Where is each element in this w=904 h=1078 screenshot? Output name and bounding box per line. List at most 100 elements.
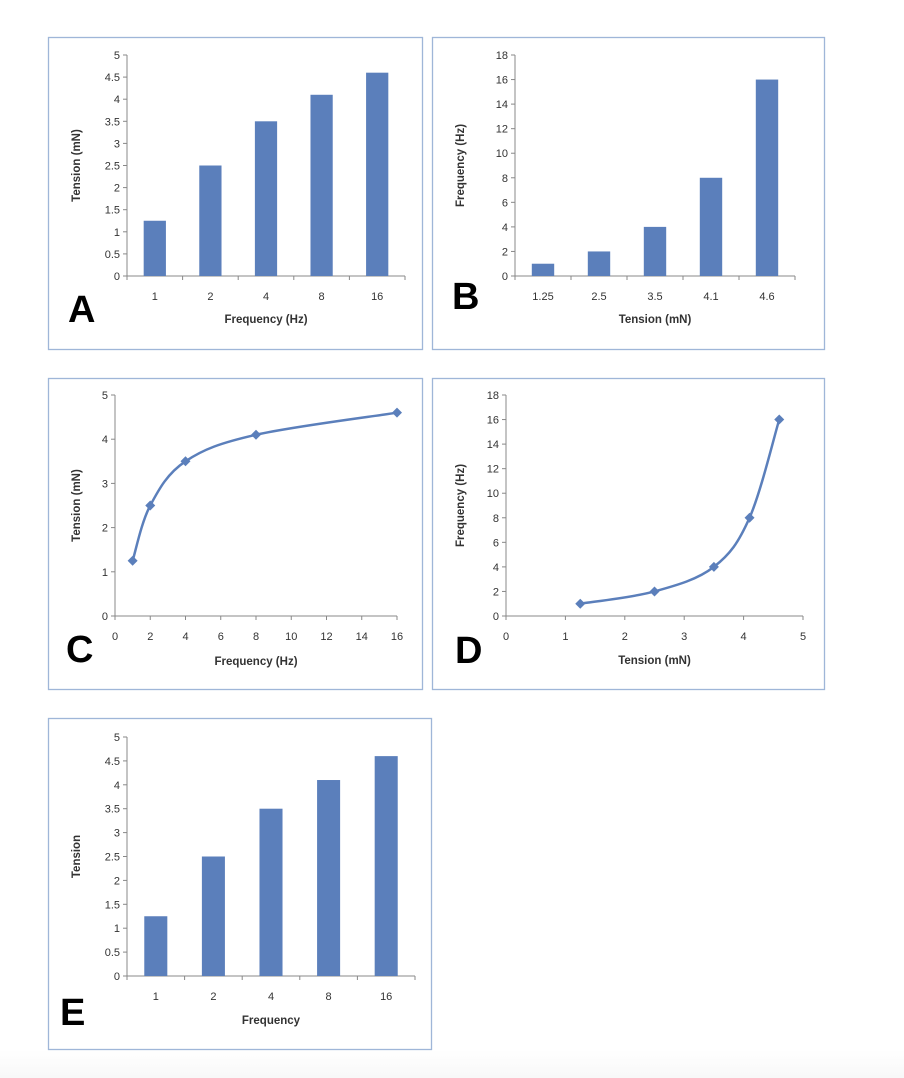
x-tick-label: 16 <box>391 631 403 643</box>
x-tick-label: 2 <box>207 291 213 303</box>
y-tick-label: 4 <box>114 780 120 792</box>
bar-1.25 <box>531 263 555 276</box>
y-tick-label: 16 <box>487 415 499 427</box>
panel-letter: B <box>452 276 479 318</box>
y-tick-label: 10 <box>487 488 499 500</box>
y-axis-title: Tension <box>71 835 83 878</box>
x-tick-label: 16 <box>380 991 392 1003</box>
y-axis-title: Tension (mN) <box>71 129 83 202</box>
x-tick-label: 4.6 <box>759 291 774 303</box>
y-tick-label: 0.5 <box>105 249 120 261</box>
bar-4.6 <box>755 79 779 276</box>
panel-letter: E <box>60 992 85 1034</box>
bar-3.5 <box>643 226 667 276</box>
bar-16 <box>374 756 398 976</box>
x-tick-label: 1 <box>152 291 158 303</box>
data-point-4.1-8 <box>744 512 755 523</box>
chart-frame <box>431 377 826 691</box>
x-tick-label: 2 <box>147 631 153 643</box>
y-tick-label: 4 <box>502 222 508 234</box>
y-tick-label: 2.5 <box>105 161 120 173</box>
x-axis-title: Tension (mN) <box>619 314 692 326</box>
x-tick-label: 6 <box>218 631 224 643</box>
x-tick-label: 1.25 <box>532 291 553 303</box>
y-tick-label: 1 <box>114 227 120 239</box>
data-point-16-4.6 <box>392 407 402 418</box>
y-tick-label: 12 <box>496 124 508 136</box>
y-tick-label: 0 <box>493 611 499 623</box>
y-tick-label: 3.5 <box>105 804 120 816</box>
y-tick-label: 8 <box>493 513 499 525</box>
panel-letter: C <box>66 629 93 671</box>
bar-2 <box>199 165 222 276</box>
x-tick-label: 4 <box>268 991 274 1003</box>
bar-4.1 <box>699 177 723 276</box>
panel-letter: D <box>455 630 482 672</box>
chart-panel-a: 0 0.5 1 1.5 2 2.5 3 3.5 4 4.5 5 1 2 4 8 16 Tension (mN) F… <box>47 36 424 351</box>
y-tick-label: 10 <box>496 148 508 160</box>
chart-frame <box>47 36 424 351</box>
x-axis-title: Frequency (Hz) <box>224 314 307 326</box>
y-tick-label: 4 <box>493 562 499 574</box>
y-tick-label: 4.5 <box>105 72 120 84</box>
y-tick-label: 12 <box>487 464 499 476</box>
x-tick-label: 14 <box>356 631 368 643</box>
y-tick-label: 14 <box>487 439 499 451</box>
bar-1 <box>144 916 168 976</box>
data-point-4-3.5 <box>180 456 191 467</box>
data-point-1-1.25 <box>127 555 138 566</box>
x-tick-label: 8 <box>253 631 259 643</box>
y-tick-label: 4.5 <box>105 756 120 768</box>
y-tick-label: 1 <box>102 567 108 579</box>
x-tick-label: 0 <box>112 631 118 643</box>
data-point-2.5-2 <box>649 586 660 597</box>
x-tick-label: 1 <box>153 991 159 1003</box>
x-tick-label: 4 <box>182 631 188 643</box>
x-tick-label: 1 <box>562 631 568 643</box>
y-tick-label: 5 <box>114 50 120 62</box>
y-tick-label: 3 <box>102 478 108 490</box>
y-tick-label: 0 <box>502 271 508 283</box>
x-axis-title: Frequency <box>242 1015 301 1027</box>
x-tick-label: 10 <box>285 631 297 643</box>
y-tick-label: 1 <box>114 923 120 935</box>
y-tick-label: 8 <box>502 173 508 185</box>
y-tick-label: 6 <box>493 537 499 549</box>
bar-8 <box>310 94 333 276</box>
data-point-3.5-4 <box>708 561 719 572</box>
y-tick-label: 0 <box>114 271 120 283</box>
y-tick-label: 1.5 <box>105 899 120 911</box>
x-tick-label: 12 <box>320 631 332 643</box>
bar-4 <box>254 121 278 276</box>
y-tick-label: 18 <box>487 390 499 402</box>
y-tick-label: 18 <box>496 50 508 62</box>
y-axis-title: Frequency (Hz) <box>455 124 467 207</box>
y-tick-label: 0 <box>102 611 108 623</box>
series-line <box>131 411 398 562</box>
y-tick-label: 2 <box>102 523 108 535</box>
y-tick-label: 0.5 <box>105 947 120 959</box>
y-tick-label: 5 <box>102 390 108 402</box>
x-tick-label: 2 <box>210 991 216 1003</box>
y-axis-title: Tension (mN) <box>71 469 83 542</box>
y-tick-label: 4 <box>114 94 120 106</box>
bar-16 <box>366 72 389 277</box>
y-tick-label: 6 <box>502 197 508 209</box>
y-tick-label: 3 <box>114 138 120 150</box>
chart-frame <box>47 717 433 1051</box>
y-tick-label: 4 <box>102 434 108 446</box>
y-axis-title: Frequency (Hz) <box>455 464 467 547</box>
y-tick-label: 5 <box>114 732 120 744</box>
chart-panel-e: 0 0.5 1 1.5 2 2.5 3 3.5 4 4.5 5 1 2 4 8 16 Tension Freque… <box>47 717 433 1051</box>
panel-letter: A <box>68 289 95 331</box>
x-tick-label: 2 <box>622 631 628 643</box>
x-tick-label: 4 <box>741 631 747 643</box>
data-point-1.25-1 <box>575 598 586 609</box>
x-tick-label: 5 <box>800 631 806 643</box>
x-tick-label: 2.5 <box>591 291 606 303</box>
chart-frame <box>47 377 424 691</box>
y-tick-label: 2 <box>114 183 120 195</box>
